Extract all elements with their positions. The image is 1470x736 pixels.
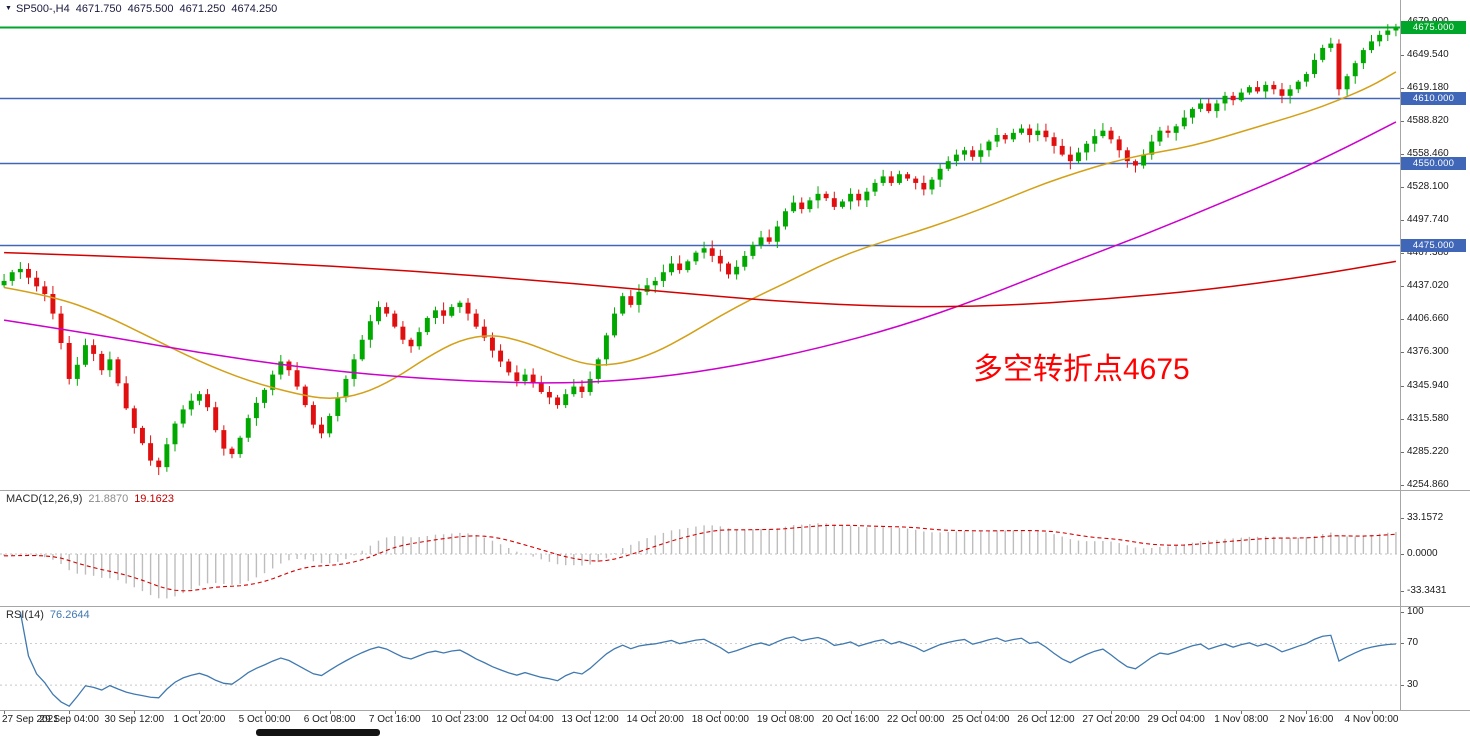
rsi-value: 76.2644: [49, 609, 90, 621]
symbol-ohlc-bar: ▼ SP500-,H4 4671.750 4675.500 4671.250 4674.2…: [5, 3, 283, 15]
chart-text-annotation[interactable]: 多空转折点4675: [973, 353, 1190, 386]
time-axis-label: 26 Oct 12:00: [1017, 714, 1075, 725]
ohlc-close: 4674.250: [231, 3, 278, 15]
price-axis-label: 4649.540: [1407, 48, 1449, 60]
macd-indicator-label: MACD(12,26,9) 21.8870 19.1623: [6, 493, 180, 505]
price-axis-label: 4619.180: [1407, 82, 1449, 93]
price-axis-label: 4254.860: [1407, 478, 1449, 490]
time-axis-label: 12 Oct 04:00: [496, 714, 554, 725]
ohlc-open: 4671.750: [75, 3, 122, 15]
time-axis-label: 7 Oct 16:00: [368, 714, 421, 725]
price-axis-label: 4528.100: [1407, 181, 1449, 193]
time-axis-label: 29 Oct 04:00: [1147, 714, 1205, 725]
time-axis-label: 22 Oct 00:00: [887, 714, 945, 725]
time-axis[interactable]: 27 Sep 2021 29 Sep 04:00 30 Sep 12:00 1 Oct…: [0, 710, 1470, 736]
price-axis-label: 4315.580: [1407, 412, 1449, 424]
price-axis-label: 4285.220: [1407, 445, 1449, 457]
time-axis-label: 18 Oct 00:00: [691, 714, 749, 725]
time-axis-label: 20 Oct 16:00: [821, 714, 880, 725]
time-axis-label: 27 Sep 2021: [2, 714, 59, 725]
price-axis-label: 4497.740: [1407, 214, 1449, 226]
macd-main-value: 21.8870: [88, 493, 129, 505]
panel-separator[interactable]: [0, 606, 1470, 607]
time-axis-label: 14 Oct 20:00: [626, 714, 684, 725]
time-axis-label: 13 Oct 12:00: [561, 714, 619, 725]
time-axis-label: 27 Oct 20:00: [1082, 714, 1140, 725]
collapse-arrow-icon[interactable]: ▼: [5, 5, 12, 12]
time-axis-label: 1 Nov 08:00: [1214, 714, 1269, 725]
rsi-name: RSI(14): [6, 609, 44, 621]
macd-signal-value: 19.1623: [134, 493, 174, 505]
macd-axis-label: -33.3431: [1407, 584, 1447, 596]
horizontal-scrollbar-thumb[interactable]: [256, 729, 380, 736]
price-axis-label: 4345.940: [1407, 379, 1449, 391]
time-axis-separator: [0, 710, 1470, 711]
time-axis-label: 6 Oct 08:00: [303, 714, 356, 725]
price-axis-label: 4437.020: [1407, 280, 1449, 292]
rsi-axis-label: 70: [1407, 637, 1419, 649]
price-axis-label: 4558.460: [1407, 148, 1449, 160]
price-line-badge: 4475.000: [1401, 238, 1466, 252]
panel-separator[interactable]: [0, 490, 1470, 491]
macd-axis-label: 33.1572: [1407, 511, 1444, 523]
price-line-badge: 4610.000: [1401, 91, 1466, 105]
time-axis-label: 29 Sep 04:00: [39, 714, 99, 725]
time-axis-label: 1 Oct 20:00: [173, 714, 226, 725]
price-axis[interactable]: 4679.9004649.5404619.1804588.8204558.460…: [1400, 0, 1470, 710]
price-axis-separator: [1400, 0, 1401, 710]
time-axis-label: 19 Oct 08:00: [756, 714, 815, 725]
time-axis-label: 4 Nov 00:00: [1344, 714, 1399, 725]
time-axis-label: 10 Oct 23:00: [431, 714, 489, 725]
rsi-axis-label: 100: [1407, 606, 1424, 618]
macd-name: MACD(12,26,9): [6, 493, 83, 505]
rsi-axis-label: 30: [1407, 679, 1419, 691]
ohlc-high: 4675.500: [127, 3, 174, 15]
ohlc-low: 4671.250: [179, 3, 226, 15]
time-axis-label: 5 Oct 00:00: [238, 714, 291, 725]
price-axis-label: 4376.300: [1407, 346, 1449, 358]
price-axis-label: 4588.820: [1407, 115, 1449, 127]
price-axis-label: 4467.380: [1407, 247, 1449, 259]
time-axis-label: 2 Nov 16:00: [1279, 714, 1334, 725]
rsi-indicator-label: RSI(14) 76.2644: [6, 609, 96, 621]
price-axis-label: 4406.660: [1407, 313, 1449, 325]
symbol-name: SP500-,H4: [15, 3, 70, 15]
time-axis-label: 25 Oct 04:00: [952, 714, 1010, 725]
time-axis-label: 30 Sep 12:00: [104, 714, 165, 725]
macd-axis-label: 0.0000: [1407, 548, 1438, 559]
price-line-badge: 4550.000: [1401, 156, 1466, 170]
price-line-badge: 4675.000: [1401, 20, 1466, 34]
